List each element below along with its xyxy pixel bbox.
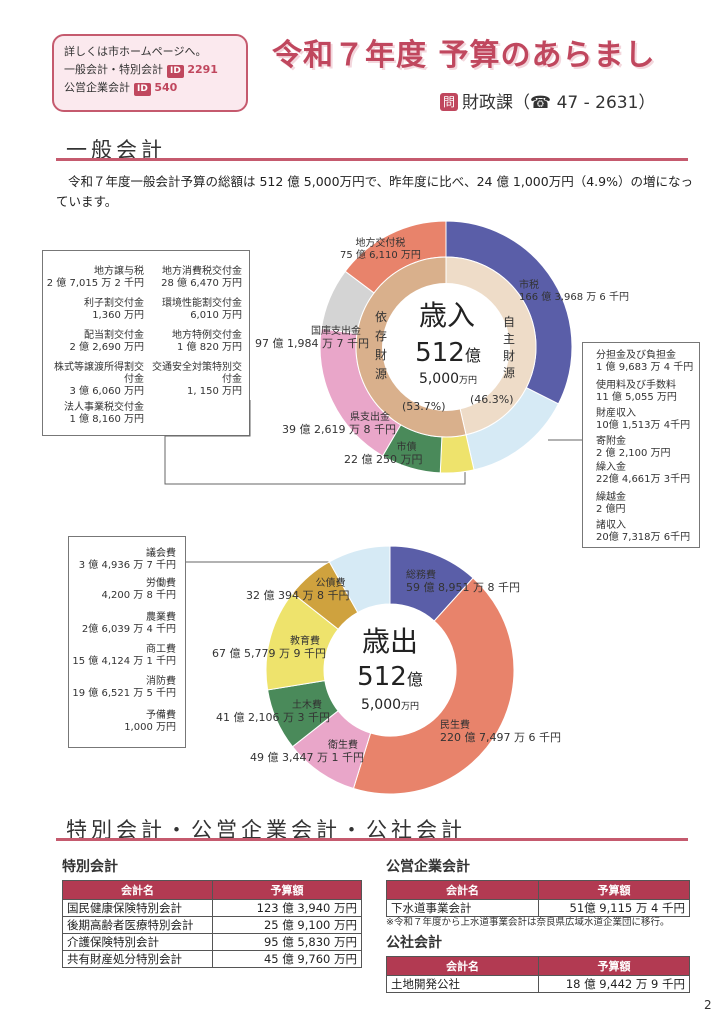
info-line3-label: 公営企業会計 <box>64 81 130 94</box>
table-row: 下水道事業会計 51億 9,115 万 4 千円 <box>386 899 690 917</box>
public-enterprise-title: 公営企業会計 <box>386 859 470 875</box>
special-accounts-title: 特別会計 <box>62 859 118 875</box>
dep-item-0: 地方譲与税 2 億 7,015 万 2 千円 <box>46 266 144 289</box>
revenue-center-disc <box>382 283 510 411</box>
rev-label-shisai: 市債 22 億 250 万円 <box>344 442 423 466</box>
info-line2: 一般会計・特別会計 ID 2291 <box>64 61 236 79</box>
expenditure-center-sub: 5,000万円 <box>360 697 420 713</box>
info-line3: 公営企業会計 ID 540 <box>64 79 236 97</box>
own-item-3: 寄附金 2 億 2,100 万円 <box>596 436 671 459</box>
revenue-inner-right-label: 自主財源 <box>502 315 515 380</box>
intro-text: 令和７年度一般会計予算の総額は 512 億 5,000万円で、昨年度に比べ、24… <box>56 174 693 209</box>
public-enterprise-table: 会計名 予算額 下水道事業会計 51億 9,115 万 4 千円 <box>386 880 690 917</box>
exp-label-kyouiku: 教育費 67 億 5,779 万 9 千円 <box>212 636 326 660</box>
table-header-row: 会計名 予算額 <box>386 880 690 900</box>
other-item-1: 労働費 4,200 万 8 千円 <box>101 578 176 601</box>
table-row: 後期高齢者医療特別会計 25 億 9,100 万円 <box>62 916 362 934</box>
page-title: 令和７年度 予算のあらまし <box>272 38 656 73</box>
own-item-2: 財産収入 10億 1,513万 4千円 <box>596 408 691 431</box>
dep-item-5: 地方特例交付金 1 億 820 万円 <box>172 330 242 353</box>
info-line3-id[interactable]: 540 <box>154 81 178 94</box>
dep-item-8: 法人事業税交付金 1 億 8,160 万円 <box>64 402 144 425</box>
revenue-inner-left-pct: (53.7%) <box>402 400 446 413</box>
dependent-connector-line <box>164 400 466 485</box>
info-box: 詳しくは市ホームページへ。 一般会計・特別会計 ID 2291 公営企業会計 ID … <box>52 34 248 112</box>
dep-item-3: 環境性能割交付金 6,010 万円 <box>162 298 242 321</box>
other-breakdown-box <box>68 536 186 748</box>
dependent-breakdown-box <box>42 250 250 436</box>
info-line2-id[interactable]: 2291 <box>187 63 218 76</box>
special-accounts-table: 会計名 予算額 国民健康保険特別会計 123 億 3,940 万円 後期高齢者医療特… <box>62 880 362 968</box>
exp-label-soumu: 総務費 59 億 8,951 万 8 千円 <box>406 570 520 594</box>
inquiry-icon: 問 <box>440 93 459 111</box>
other-item-3: 商工費 15 億 4,124 万 1 千円 <box>72 644 176 667</box>
dept-contact: 問財政課（☎ 47 - 2631） <box>440 88 655 113</box>
expenditure-center-disc <box>324 604 456 736</box>
info-line2-label: 一般会計・特別会計 <box>64 63 163 76</box>
own-item-0: 分担金及び負担金 1 億 9,683 万 4 千円 <box>596 350 694 373</box>
table-row: 介護保険特別会計 95 億 5,830 万円 <box>62 933 362 951</box>
table-header-row: 会計名 予算額 <box>386 956 690 976</box>
section-rule <box>56 158 688 161</box>
revenue-center-title: 歳入 <box>418 299 475 332</box>
table-header-row: 会計名 予算額 <box>62 880 362 900</box>
rev-label-koufuzei: 地方交付税 75 億 6,110 万円 <box>340 238 421 261</box>
revenue-inner-right-pct: (46.3%) <box>470 393 514 406</box>
exp-label-minsei: 民生費 220 億 7,497 万 6 千円 <box>440 720 561 744</box>
revenue-center-sub: 5,000万円 <box>418 371 478 387</box>
id-badge-icon: ID <box>134 83 151 96</box>
revenue-inner-left-label: 依存財源 <box>374 310 387 381</box>
dep-item-2: 利子割交付金 1,360 万円 <box>84 298 144 321</box>
exp-label-kousai: 公債費 32 億 394 万 8 千円 <box>246 578 350 602</box>
expenditure-center-title: 歳出 <box>361 625 418 658</box>
public-note: ※令和７年度から上水道事業会計は奈良県広域水道企業団に移行。 <box>386 917 670 928</box>
rev-label-shizei: 市税 166 億 3,968 万 6 千円 <box>519 280 629 303</box>
corporation-table: 会計名 予算額 土地開発公社 18 億 9,442 万 9 千円 <box>386 956 690 993</box>
exp-label-doboku: 土木費 41 億 2,106 万 3 千円 <box>216 700 330 724</box>
dep-item-4: 配当割交付金 2 億 2,690 万円 <box>69 330 144 353</box>
dept-text: 財政課（☎ 47 - 2631） <box>462 93 656 113</box>
own-item-6: 諸収入 20億 7,318万 6千円 <box>596 520 691 543</box>
corporation-title: 公社会計 <box>386 935 442 951</box>
table-row: 土地開発公社 18 億 9,442 万 9 千円 <box>386 975 690 993</box>
dep-item-1: 地方消費税交付金 28 億 6,470 万円 <box>161 266 242 289</box>
other-item-4: 消防費 19 億 6,521 万 5 千円 <box>72 676 176 699</box>
id-badge-icon: ID <box>167 65 184 78</box>
other-item-5: 予備費 1,000 万円 <box>124 710 176 733</box>
dep-item-6: 株式等譲渡所得割交付金 3 億 6,060 万円 <box>54 362 144 397</box>
dep-item-7: 交通安全対策特別交付金 1, 150 万円 <box>152 362 242 397</box>
expenditure-center-amount: 512億 <box>357 662 423 692</box>
exp-label-eisei: 衛生費 49 億 3,447 万 1 千円 <box>250 740 364 764</box>
expenditure-ring <box>265 545 515 795</box>
info-line1: 詳しくは市ホームページへ。 <box>64 45 207 58</box>
own-breakdown-box <box>582 342 700 548</box>
table-row: 共有財産処分特別会計 45 億 9,760 万円 <box>62 950 362 968</box>
rev-label-ken: 県支出金 39 億 2,619 万 8 千円 <box>282 412 396 436</box>
other-item-2: 農業費 2億 6,039 万 4 千円 <box>81 612 176 635</box>
own-item-4: 繰入金 22億 4,661万 3千円 <box>596 462 691 485</box>
other-item-0: 議会費 3 億 4,936 万 7 千円 <box>78 548 176 571</box>
revenue-center-amount: 512億 <box>415 338 481 368</box>
rev-label-kokko: 国庫支出金 97 億 1,984 万 7 千円 <box>255 326 369 350</box>
table-row: 国民健康保険特別会計 123 億 3,940 万円 <box>62 899 362 917</box>
revenue-outer-ring <box>319 220 573 474</box>
own-item-5: 繰越金 2 億円 <box>596 492 626 515</box>
dependent-breakdown-list: 地方譲与税 2 億 7,015 万 2 千円 地方消費税交付金 28 億 6,470… <box>44 266 248 426</box>
own-item-1: 使用料及び手数料 11 億 5,055 万円 <box>596 380 677 403</box>
page-number: 2 <box>704 998 712 1012</box>
section-rule <box>56 838 688 841</box>
